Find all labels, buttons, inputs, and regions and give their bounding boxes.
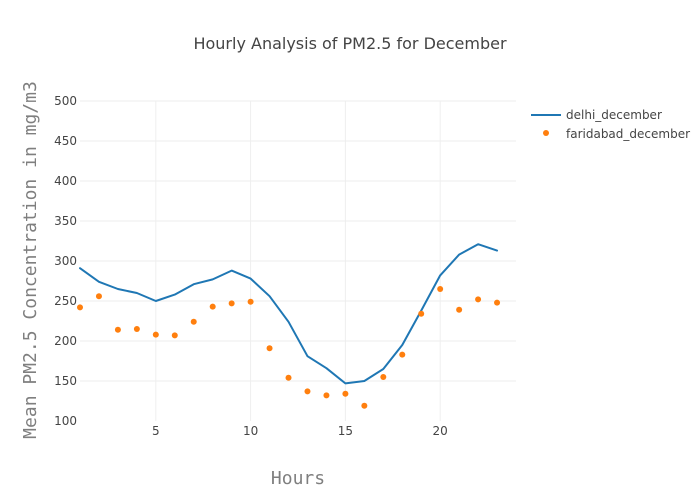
data-point-faridabad-december[interactable] [304,388,311,395]
y-tick-label: 200 [54,334,77,348]
data-point-faridabad-december[interactable] [380,374,387,380]
y-tick-label: 350 [54,214,77,228]
data-point-faridabad-december[interactable] [342,390,349,397]
data-point-faridabad-december[interactable] [152,331,159,338]
legend-marker-faridabad [543,130,549,136]
x-axis-ticks: 5 10 15 20 [152,424,448,438]
data-point-faridabad-december[interactable] [456,306,463,313]
y-axis-ticks: 100 150 200 250 300 350 400 450 500 [54,94,77,428]
chart-title: Hourly Analysis of PM2.5 for December [193,34,507,53]
data-point-faridabad-december[interactable] [361,402,368,409]
data-point-faridabad-december[interactable] [247,298,254,305]
y-tick-label: 450 [54,134,77,148]
data-point-faridabad-december[interactable] [399,351,406,358]
y-tick-label: 500 [54,94,77,108]
legend[interactable]: delhi_december faridabad_december [531,108,690,141]
x-tick-label: 15 [338,424,353,438]
y-axis-title: Mean PM2.5 Concentration in mg/m3 [20,81,41,439]
data-point-faridabad-december[interactable] [114,326,121,333]
series-layer [77,243,501,409]
x-tick-label: 20 [433,424,448,438]
legend-label-faridabad: faridabad_december [566,127,690,141]
data-point-faridabad-december[interactable] [77,304,83,311]
y-tick-label: 150 [54,374,77,388]
series-line-delhi-december[interactable] [79,243,499,385]
data-point-faridabad-december[interactable] [266,345,273,352]
data-point-faridabad-december[interactable] [133,326,140,332]
data-point-faridabad-december[interactable] [494,299,501,306]
y-tick-label: 100 [54,414,77,428]
legend-label-delhi: delhi_december [566,108,662,122]
data-point-faridabad-december[interactable] [171,332,178,339]
data-point-faridabad-december[interactable] [209,303,216,310]
data-point-faridabad-december[interactable] [437,286,444,292]
data-point-faridabad-december[interactable] [228,300,235,307]
data-point-faridabad-december[interactable] [95,293,102,300]
data-point-faridabad-december[interactable] [285,374,292,381]
data-point-faridabad-december[interactable] [418,310,425,317]
y-tick-label: 300 [54,254,77,268]
data-point-faridabad-december[interactable] [190,318,197,325]
x-axis-title: Hours [271,468,325,489]
y-tick-label: 250 [54,294,77,308]
x-tick-label: 10 [243,424,258,438]
data-point-faridabad-december[interactable] [323,392,330,399]
y-tick-label: 400 [54,174,77,188]
data-point-faridabad-december[interactable] [475,296,482,303]
x-tick-label: 5 [152,424,160,438]
